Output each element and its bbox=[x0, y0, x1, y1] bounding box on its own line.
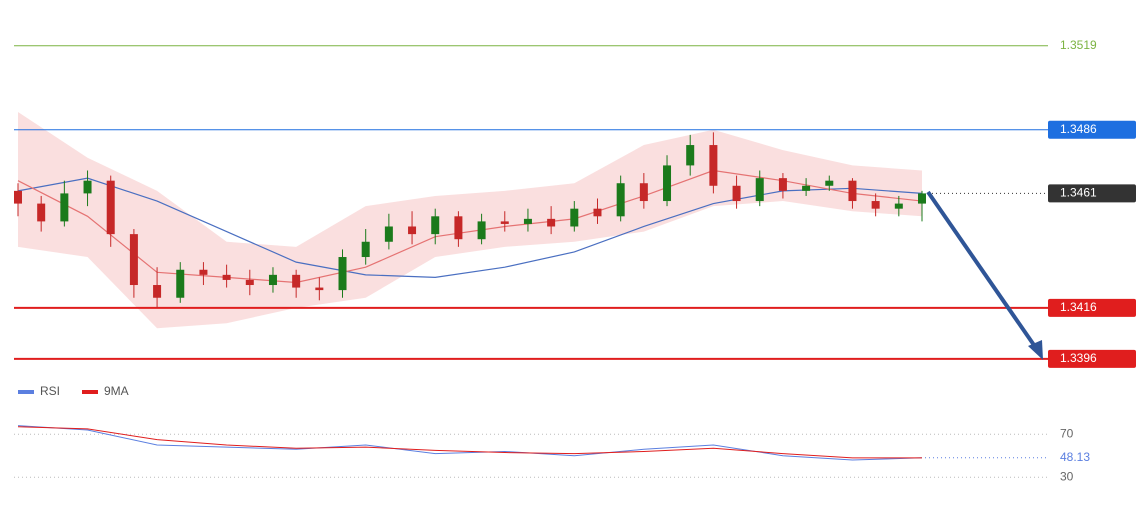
candle-body bbox=[384, 226, 393, 242]
candle-body bbox=[894, 203, 903, 209]
candle-body bbox=[825, 180, 834, 186]
level-label: 1.3416 bbox=[1060, 300, 1097, 314]
candle-body bbox=[454, 216, 463, 240]
level-tag bbox=[1048, 184, 1136, 203]
candle-body bbox=[616, 183, 625, 217]
candle-body bbox=[245, 279, 254, 286]
level-label: 1.3519 bbox=[1060, 38, 1097, 52]
candle-body bbox=[732, 185, 741, 202]
candle-body bbox=[547, 218, 556, 227]
candle-body bbox=[848, 180, 857, 202]
candle-body bbox=[570, 208, 579, 227]
rsi-tick-label: 70 bbox=[1060, 426, 1074, 440]
moving-average bbox=[17, 169, 923, 284]
candle-body bbox=[755, 178, 764, 202]
forecast-arrowhead bbox=[1028, 340, 1043, 360]
candle-body bbox=[292, 274, 301, 288]
level-label: 1.3486 bbox=[1060, 122, 1097, 136]
forecast-arrow bbox=[926, 190, 1038, 350]
candle-body bbox=[37, 203, 46, 222]
candle-body bbox=[129, 234, 138, 286]
candle-body bbox=[176, 269, 185, 298]
legend-swatch bbox=[18, 390, 34, 394]
rsi-line bbox=[17, 426, 922, 459]
candle-body bbox=[709, 145, 718, 186]
rsi-layer: 70 30 RSI 9MA 48.13 bbox=[14, 384, 1090, 483]
rsi-line bbox=[17, 425, 923, 461]
legend-label: RSI bbox=[40, 384, 60, 398]
candle-body bbox=[431, 216, 440, 235]
candle-body bbox=[523, 218, 532, 224]
candle-body bbox=[663, 165, 672, 202]
candle-body bbox=[778, 178, 787, 191]
legend-swatch bbox=[82, 390, 98, 394]
candle-body bbox=[83, 180, 92, 194]
candle-body bbox=[477, 221, 486, 240]
legend-label: 9MA bbox=[104, 384, 129, 398]
candle-body bbox=[153, 285, 162, 298]
candle-body bbox=[222, 274, 231, 280]
candle-body bbox=[315, 287, 324, 291]
level-label: 1.3396 bbox=[1060, 351, 1097, 365]
candle-body bbox=[871, 201, 880, 209]
level-label: 1.3461 bbox=[1060, 186, 1097, 200]
candle-body bbox=[686, 145, 695, 166]
level-tag bbox=[1048, 349, 1136, 368]
price-layer: 1.3519 1.3486 1.3461 1.3416 1.3396 bbox=[14, 38, 1136, 368]
candle-body bbox=[268, 274, 277, 286]
candle-body bbox=[14, 190, 22, 204]
candle-body bbox=[338, 257, 347, 291]
candle-body bbox=[500, 221, 509, 224]
candle-body bbox=[639, 183, 648, 202]
level-tag bbox=[1048, 298, 1136, 317]
candle-body bbox=[408, 226, 417, 235]
candle-body bbox=[106, 180, 115, 235]
bollinger-band bbox=[18, 111, 922, 329]
candle-body bbox=[593, 208, 602, 217]
rsi-tick-label: 30 bbox=[1060, 469, 1074, 483]
candle-body bbox=[918, 193, 926, 204]
candle-body bbox=[802, 185, 811, 191]
level-tag bbox=[1048, 120, 1136, 139]
candle-body bbox=[199, 269, 208, 275]
moving-average bbox=[17, 177, 923, 278]
candle-body bbox=[60, 193, 69, 222]
candle-body bbox=[361, 241, 370, 258]
rsi-current-label: 48.13 bbox=[1060, 450, 1090, 464]
